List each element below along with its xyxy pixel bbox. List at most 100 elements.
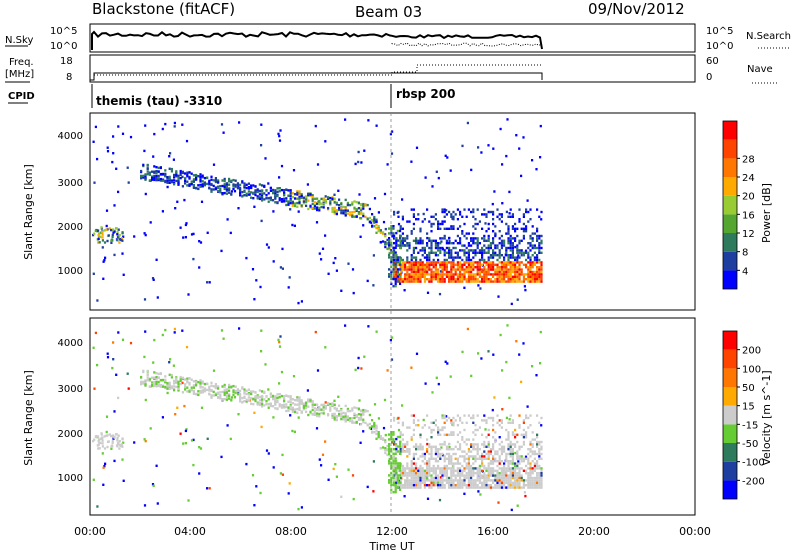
power-cell xyxy=(179,176,182,180)
velocity-cell xyxy=(441,454,445,457)
velocity-cell xyxy=(439,472,442,475)
velocity-cell xyxy=(289,407,292,411)
power-cell xyxy=(198,240,201,243)
velocity-cell xyxy=(383,398,387,402)
velocity-cell xyxy=(279,472,282,475)
velocity-cell xyxy=(432,467,435,470)
velocity-cell xyxy=(474,486,477,489)
velocity-cell xyxy=(399,464,402,467)
power-cell xyxy=(441,263,444,266)
velocity-cell xyxy=(181,376,184,380)
velocity-cell xyxy=(279,335,282,338)
power-cell xyxy=(223,177,226,181)
power-cell xyxy=(472,225,475,228)
velocity-cell xyxy=(463,484,466,487)
power-colorbar-frame xyxy=(722,120,738,290)
velocity-cell xyxy=(443,455,446,458)
power-cell xyxy=(431,185,434,188)
power-cell xyxy=(175,171,178,174)
velocity-cell xyxy=(342,415,345,418)
velocity-cell xyxy=(297,507,300,511)
power-cell xyxy=(335,201,338,204)
power-cell xyxy=(401,261,404,264)
velocity-cell xyxy=(415,479,418,482)
power-cell xyxy=(494,273,497,276)
power-cell xyxy=(484,222,487,225)
power-cell xyxy=(112,152,115,155)
velocity-cell xyxy=(256,394,259,397)
velocity-cell xyxy=(472,431,475,434)
power-cell xyxy=(522,234,525,238)
power-cell xyxy=(410,278,413,281)
power-cell xyxy=(116,230,119,234)
power-cell xyxy=(393,213,396,216)
velocity-cell xyxy=(459,476,462,480)
velocity-cell xyxy=(372,460,375,463)
velocity-cell xyxy=(441,428,444,432)
velocity-cell xyxy=(412,486,415,489)
velocity-cell xyxy=(412,428,415,432)
power-cell xyxy=(452,246,455,250)
power-cell xyxy=(121,239,124,242)
velocity-cell xyxy=(274,402,277,405)
power-cell xyxy=(450,254,453,257)
power-cell xyxy=(155,166,158,169)
power-cell xyxy=(459,210,462,214)
velocity-cell xyxy=(463,440,466,444)
velocity-cell xyxy=(252,397,255,401)
velocity-cell xyxy=(426,479,429,482)
power-cell xyxy=(117,228,120,231)
velocity-cell xyxy=(357,366,360,370)
velocity-cell xyxy=(520,433,523,436)
velocity-cell xyxy=(296,407,299,411)
velocity-cell xyxy=(498,474,501,477)
velocity-cell xyxy=(395,476,398,480)
power-cell xyxy=(478,273,481,276)
velocity-cell xyxy=(459,416,462,420)
power-cell xyxy=(256,190,259,194)
power-cell xyxy=(500,270,503,274)
velocity-cell xyxy=(426,462,429,465)
velocity-cell xyxy=(459,431,462,434)
power-cell xyxy=(423,251,426,254)
x-axis: 00:00 04:00 08:00 12:00 16:00 20:00 00:0… xyxy=(74,525,711,553)
power-cell xyxy=(298,190,301,193)
power-cell xyxy=(459,261,462,264)
velocity-cell xyxy=(399,450,402,453)
power-cell xyxy=(253,205,256,208)
power-cell xyxy=(161,127,164,131)
velocity-cell xyxy=(404,469,407,472)
velocity-cell xyxy=(459,443,462,446)
velocity-cell xyxy=(450,421,453,424)
power-cell xyxy=(489,268,492,271)
power-cell xyxy=(404,280,407,283)
power-cell xyxy=(305,204,308,207)
power-cell xyxy=(467,232,470,235)
power-cell xyxy=(404,263,407,266)
velocity-cell xyxy=(525,416,528,420)
power-cell xyxy=(441,237,444,240)
velocity-cell xyxy=(415,424,418,427)
velocity-cell xyxy=(538,457,541,460)
power-cell xyxy=(333,212,336,215)
velocity-colorbar-swatch xyxy=(723,349,737,369)
power-cell xyxy=(478,268,481,271)
power-cell xyxy=(514,270,517,274)
velocity-cell xyxy=(463,428,466,432)
power-cell xyxy=(397,278,400,281)
velocity-cell xyxy=(505,457,508,460)
power-cell xyxy=(392,253,395,257)
power-cell xyxy=(456,234,459,238)
power-cell xyxy=(426,266,429,269)
power-cell xyxy=(274,192,277,196)
power-cell xyxy=(324,198,327,202)
velocity-cell xyxy=(474,428,477,432)
nave-tick-top: 60 xyxy=(706,56,719,67)
power-cell xyxy=(426,232,429,235)
power-cell xyxy=(278,197,281,200)
velocity-cell xyxy=(395,445,398,448)
velocity-cell xyxy=(306,389,309,392)
velocity-cell xyxy=(465,467,468,470)
power-cell xyxy=(470,280,473,283)
power-cell xyxy=(498,249,501,252)
